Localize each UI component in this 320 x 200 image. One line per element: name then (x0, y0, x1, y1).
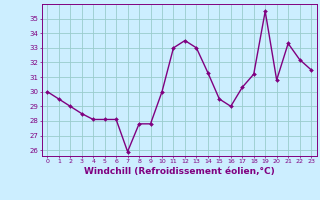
X-axis label: Windchill (Refroidissement éolien,°C): Windchill (Refroidissement éolien,°C) (84, 167, 275, 176)
